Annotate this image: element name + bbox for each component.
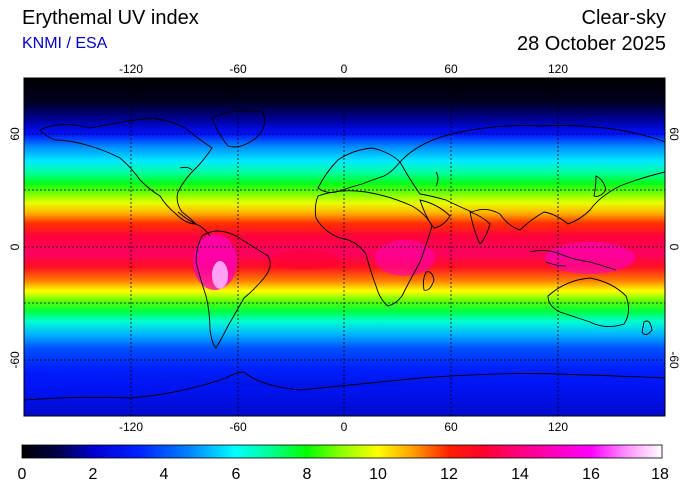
lat-label: 60: [8, 127, 22, 141]
colorbar-label: 12: [440, 466, 458, 483]
lon-label: -120: [119, 420, 143, 434]
coastlines: [24, 110, 665, 401]
colorbar-label: 6: [232, 466, 241, 483]
colorbar-labels: 0 2 4 6 8 10 12 14 16 18: [18, 466, 669, 483]
graticule: [24, 78, 665, 416]
lat-label: 60: [667, 127, 681, 141]
data-source: KNMI / ESA: [22, 35, 108, 52]
map-frame: [23, 77, 666, 417]
lon-label: -120: [119, 62, 143, 76]
lon-label: 60: [444, 62, 458, 76]
colorbar-label: 18: [651, 466, 669, 483]
lat-labels-left: 60 0 -60: [8, 127, 22, 369]
lon-label: -60: [229, 420, 247, 434]
map-date: 28 October 2025: [517, 33, 666, 55]
colorbar-label: 2: [89, 466, 98, 483]
colorbar: [21, 444, 663, 459]
lat-label: -60: [8, 351, 22, 369]
lon-label: 60: [444, 420, 458, 434]
colorbar-label: 16: [582, 466, 600, 483]
colorbar-label: 0: [18, 466, 27, 483]
sky-condition: Clear-sky: [581, 7, 666, 29]
colorbar-label: 8: [303, 466, 312, 483]
lon-labels-top: -120 -60 0 60 120: [119, 62, 568, 76]
lat-label: 0: [667, 244, 681, 251]
lat-label: 0: [8, 243, 22, 250]
lat-label: -60: [667, 351, 681, 369]
lat-labels-right: 60 0 -60: [667, 127, 681, 369]
lon-label: 0: [341, 420, 348, 434]
lon-label: 120: [548, 62, 568, 76]
colorbar-label: 10: [369, 466, 387, 483]
colorbar-label: 14: [511, 466, 529, 483]
colorbar-label: 4: [160, 466, 169, 483]
lon-label: 120: [548, 420, 568, 434]
lon-labels-bottom: -120 -60 0 60 120: [119, 420, 568, 434]
map-title: Erythemal UV index: [22, 7, 199, 29]
lon-label: -60: [229, 62, 247, 76]
lon-label: 0: [341, 62, 348, 76]
